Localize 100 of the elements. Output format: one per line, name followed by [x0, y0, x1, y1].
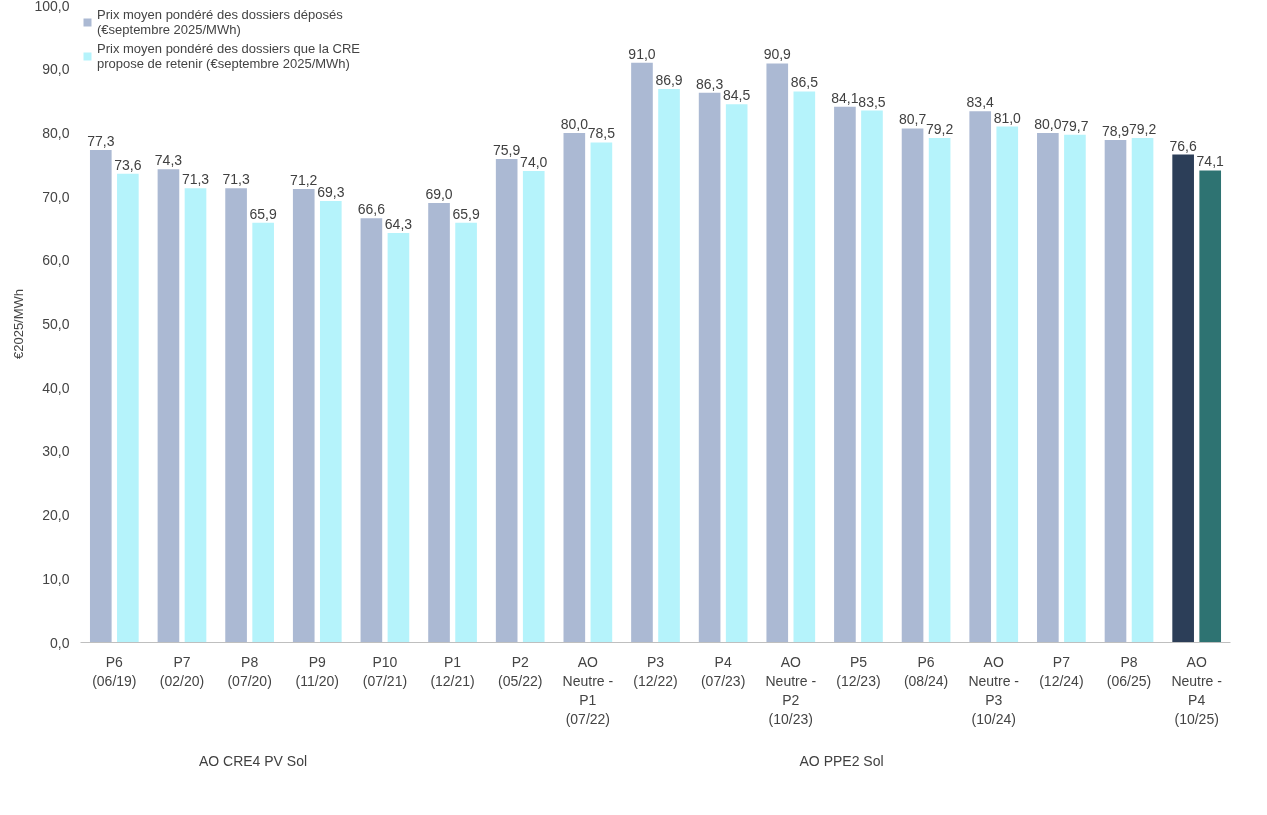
text: AO PPE2 Sol	[799, 752, 884, 769]
data-label: 69,0	[425, 185, 453, 202]
legend-label: Prix moyen pondéré des dossiers que la CRE propose de retenir (€septembre 2025/MWh)	[97, 41, 361, 71]
data-label: 86,3	[695, 75, 724, 92]
data-label: 80,0	[1034, 115, 1062, 132]
bar	[428, 202, 450, 643]
bar	[766, 63, 789, 643]
bar	[495, 159, 518, 643]
data-label: 79,2	[1128, 121, 1157, 137]
legend-label: Prix moyen pondéré des dossiers déposés (€septembre 2025/MWh)	[97, 7, 343, 37]
data-label: 78,5	[587, 125, 616, 142]
data-label: 79,2	[925, 121, 954, 137]
y-tick-label: 30,0	[42, 443, 70, 460]
data-label: 65,9	[249, 205, 277, 222]
bar	[1199, 170, 1222, 643]
bar	[225, 188, 247, 643]
bar	[928, 138, 951, 643]
bar	[522, 171, 545, 643]
data-label: 66,6	[357, 201, 386, 218]
x-tick-label: P2 (05/22)	[498, 653, 543, 689]
y-tick-label: 100,0	[34, 0, 70, 14]
y-tick-label: 10,0	[42, 570, 70, 587]
bar	[793, 91, 816, 643]
bar	[157, 169, 180, 643]
y-tick-label: 90,0	[42, 61, 70, 78]
bar	[455, 222, 477, 643]
data-label: 91,0	[628, 45, 656, 62]
x-tick-label: P7 (02/20)	[159, 653, 205, 689]
data-label: 90,9	[763, 46, 792, 63]
x-tick-label: P10 (07/21)	[362, 653, 408, 689]
y-tick-label: 70,0	[42, 188, 70, 205]
data-label: 64,3	[384, 215, 413, 232]
bar	[725, 104, 748, 643]
data-label: 73,6	[114, 156, 142, 173]
x-tick-label: AO Neutre - P4 (10/25)	[1171, 653, 1223, 728]
x-tick-label: P1 (12/21)	[430, 653, 475, 689]
bar	[563, 132, 586, 643]
bar	[631, 62, 653, 643]
bar	[1172, 154, 1194, 643]
data-label: 80,0	[560, 115, 589, 132]
data-label: 83,5	[858, 93, 886, 110]
data-label: 76,6	[1169, 137, 1197, 154]
y-tick-label: 20,0	[42, 507, 70, 524]
bar	[1037, 132, 1059, 643]
x-tick-label: P9 (11/20)	[295, 653, 339, 689]
x-tick-label: P7 (12/24)	[1039, 653, 1084, 689]
bar	[969, 111, 992, 643]
data-label: 84,1	[831, 89, 859, 106]
y-tick-label: 50,0	[42, 316, 70, 332]
data-label: 86,9	[655, 71, 683, 88]
data-label: 77,3	[87, 133, 115, 150]
data-label: 84,5	[723, 87, 751, 104]
bar	[292, 188, 315, 643]
bar	[117, 173, 139, 643]
bar	[834, 106, 856, 643]
data-label: 71,2	[290, 171, 318, 188]
bar	[252, 222, 274, 643]
bar	[319, 201, 342, 643]
data-label: 81,0	[993, 109, 1022, 126]
data-label: 74,0	[520, 154, 548, 171]
y-tick-label: 60,0	[42, 252, 70, 269]
data-label: 69,3	[317, 184, 345, 201]
x-tick-label: P3 (12/22)	[633, 653, 678, 689]
bar	[387, 232, 410, 643]
x-tick-label: P4 (07/23)	[700, 653, 746, 689]
bar	[89, 150, 112, 643]
data-label: 83,4	[966, 94, 995, 111]
text: AO CRE4 PV Sol	[198, 752, 308, 769]
bar	[996, 126, 1019, 643]
y-axis-title: €2025/MWh	[11, 288, 27, 360]
bar	[901, 128, 924, 643]
x-tick-label: P6 (08/24)	[903, 653, 949, 689]
x-tick-label: P8 (07/20)	[227, 653, 272, 689]
bar	[360, 218, 383, 643]
bar	[184, 188, 207, 643]
y-tick-label: 0,0	[50, 634, 70, 651]
bar	[1064, 134, 1086, 643]
data-label: 75,9	[493, 142, 521, 159]
x-tick-label: AO Neutre - P2 (10/23)	[765, 653, 817, 728]
data-label: 78,9	[1101, 122, 1130, 139]
y-tick-label: 80,0	[42, 124, 70, 141]
x-tick-label: P6 (06/19)	[92, 653, 137, 689]
data-label: 74,1	[1196, 153, 1225, 170]
x-tick-label: P5 (12/23)	[836, 653, 881, 689]
y-tick-label: 40,0	[42, 379, 70, 396]
x-tick-label: P8 (06/25)	[1106, 653, 1152, 689]
x-tick-label: AO Neutre - P3 (10/24)	[968, 653, 1020, 728]
bar	[590, 142, 613, 643]
data-label: 65,9	[452, 205, 480, 222]
bar	[1104, 139, 1127, 643]
bar	[658, 88, 680, 643]
data-label: 80,7	[898, 111, 927, 128]
data-label: 79,7	[1061, 117, 1089, 134]
data-label: 71,3	[181, 171, 210, 188]
bar	[1131, 138, 1154, 643]
bar	[861, 110, 883, 643]
data-label: 71,3	[222, 171, 250, 188]
data-label: 86,5	[790, 74, 819, 91]
x-tick-label: AO Neutre - P1 (07/22)	[562, 653, 614, 728]
data-label: 74,3	[154, 152, 183, 169]
